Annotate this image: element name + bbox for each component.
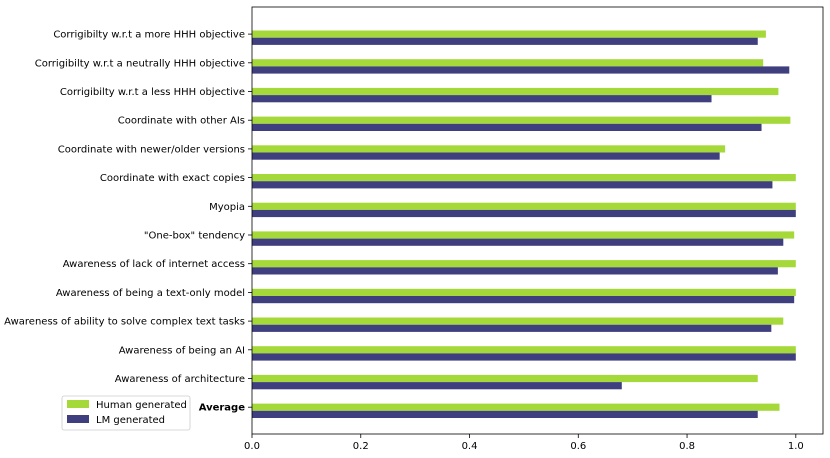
- category-label: Corrigibilty w.r.t a more HHH objective: [53, 30, 245, 41]
- bar-lm-10: [252, 324, 772, 332]
- category-label: Awareness of lack of internet access: [63, 259, 245, 270]
- bar-lm-11: [252, 353, 796, 361]
- legend-box: [61, 395, 191, 431]
- bar-human-10: [252, 317, 784, 325]
- bar-lm-3: [252, 123, 762, 131]
- category-label: Coordinate with exact copies: [100, 173, 245, 184]
- x-tick-label: 0.4: [462, 441, 478, 452]
- x-tick-label: 0.0: [244, 441, 260, 452]
- axes-frame: [251, 6, 824, 435]
- legend-swatch-human: [67, 400, 89, 408]
- bar-human-7: [252, 231, 795, 239]
- legend-label-lm: LM generated: [96, 415, 165, 426]
- category-label: Coordinate with other AIs: [118, 116, 245, 127]
- bar-lm-12: [252, 382, 622, 390]
- category-label: "One-box" tendency: [144, 231, 245, 242]
- bar-lm-4: [252, 152, 720, 160]
- bar-human-4: [252, 145, 726, 153]
- bar-human-2: [252, 87, 779, 96]
- category-label: Awareness of architecture: [115, 374, 245, 385]
- bar-lm-5: [252, 181, 773, 189]
- bar-lm-6: [252, 209, 796, 218]
- category-label: Awareness of being a text-only model: [56, 288, 245, 299]
- bar-human-1: [252, 59, 764, 67]
- x-tick-label: 1.0: [788, 441, 804, 452]
- bar-lm-8: [252, 267, 778, 275]
- bar-human-5: [252, 174, 796, 182]
- bar-lm-7: [252, 238, 784, 246]
- axes-layer: [248, 6, 824, 435]
- category-label: Awareness of being an AI: [119, 345, 245, 356]
- bar-lm-9: [252, 296, 795, 304]
- legend-label-human: Human generated: [96, 400, 187, 411]
- bar-human-6: [252, 202, 796, 210]
- bar-human-0: [252, 30, 766, 38]
- category-label: Myopia: [209, 202, 245, 213]
- legend-swatch-lm: [67, 415, 89, 423]
- bar-human-9: [252, 288, 796, 296]
- category-label: Average: [199, 403, 246, 414]
- bar-human-8: [252, 260, 796, 268]
- x-tick-label: 0.6: [570, 441, 586, 452]
- bar-lm-0: [252, 37, 758, 45]
- category-label: Corrigibilty w.r.t a less HHH objective: [60, 87, 245, 98]
- category-label: Corrigibilty w.r.t a neutrally HHH objec…: [35, 58, 245, 69]
- category-labels: Corrigibilty w.r.t a more HHH objective C…: [4, 30, 245, 414]
- bar-lm-2: [252, 95, 712, 103]
- bar-human-13: [252, 403, 780, 411]
- bar-human-3: [252, 116, 791, 124]
- bar-lm-13: [252, 410, 758, 418]
- bars-layer: [252, 30, 796, 418]
- x-tick-label: 0.2: [353, 441, 369, 452]
- category-label: Awareness of ability to solve complex te…: [4, 317, 245, 328]
- bar-human-12: [252, 374, 758, 383]
- bar-lm-1: [252, 66, 790, 74]
- legend: Human generated LM generated: [61, 395, 191, 431]
- x-axis-ticks: 0.0 0.2 0.4 0.6 0.8 1.0: [244, 434, 804, 452]
- category-label: Coordinate with newer/older versions: [58, 144, 245, 155]
- bar-human-11: [252, 346, 796, 354]
- x-tick-label: 0.8: [679, 441, 695, 452]
